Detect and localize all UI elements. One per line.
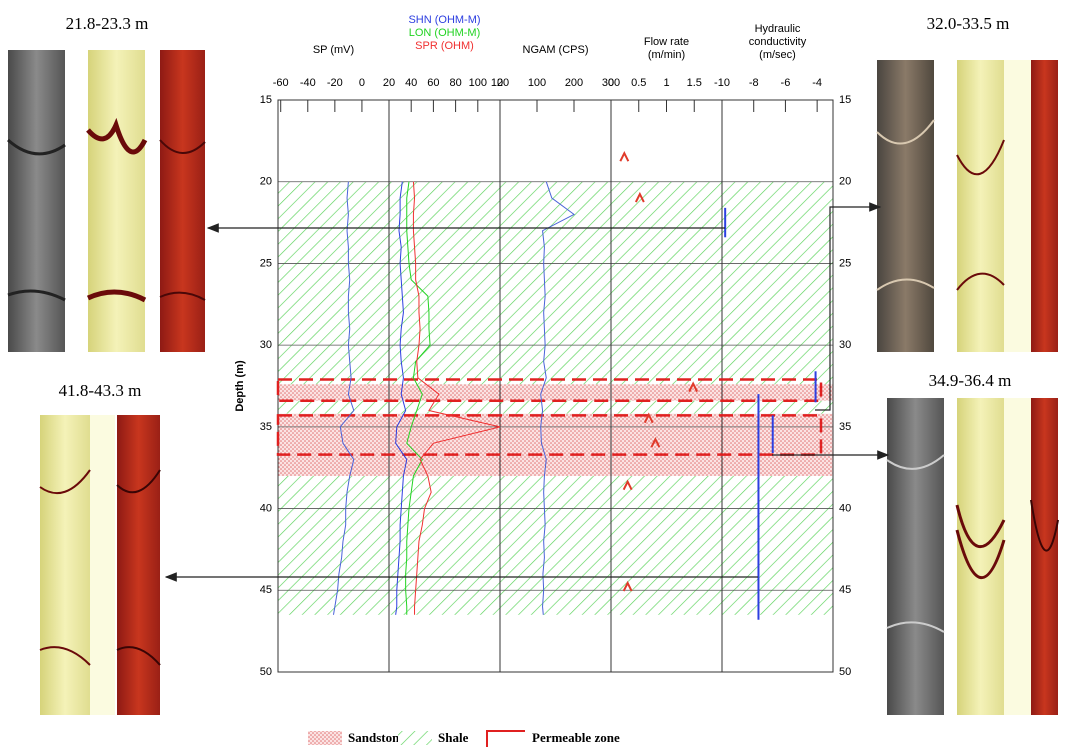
y-tick-label: 20 xyxy=(260,176,272,188)
flow-marker xyxy=(688,381,699,393)
x-tick-label: -40 xyxy=(300,77,316,89)
log-curve xyxy=(333,181,355,615)
x-tick-label: 1 xyxy=(663,77,669,89)
track-title: (m/min) xyxy=(648,49,685,61)
x-tick-label: 20 xyxy=(383,77,395,89)
log-plot: 15 15 20 20 25 25 30 30 35 35 40 40 45 45 50 50 Depth (m… xyxy=(234,14,851,678)
x-tick-label: 100 xyxy=(528,77,546,89)
y-tick-label: 35 xyxy=(839,421,851,433)
y-tick-label: 30 xyxy=(260,339,272,351)
track-title: NGAM (CPS) xyxy=(523,44,589,56)
y-tick-label: 15 xyxy=(260,94,272,106)
track-title: SP (mV) xyxy=(313,44,354,56)
y-tick-label: 35 xyxy=(260,421,272,433)
flow-marker xyxy=(634,191,645,203)
core-image-4 xyxy=(886,398,1059,715)
legend: Sandstone Shale Permeable zone xyxy=(308,730,620,747)
x-tick-label: -4 xyxy=(812,77,822,89)
y-tick-label: 50 xyxy=(260,666,272,678)
lithology-band xyxy=(278,413,833,476)
flow-marker xyxy=(619,150,630,162)
lithology-band xyxy=(278,400,833,414)
core-label: 21.8-23.3 m xyxy=(66,14,149,33)
x-tick-label: 0 xyxy=(359,77,365,89)
x-tick-label: 300 xyxy=(602,77,620,89)
y-tick-label: 25 xyxy=(839,257,851,269)
lithology-band xyxy=(278,475,833,615)
legend-label: LON (OHM-M) xyxy=(409,27,481,39)
flow-marker xyxy=(622,479,633,491)
track-title: Hydraulic xyxy=(755,23,801,35)
core-image-2 xyxy=(39,415,161,715)
core-image-1 xyxy=(7,50,206,352)
lithology-band xyxy=(278,384,833,401)
y-tick-label: 25 xyxy=(260,257,272,269)
x-tick-label: 0.5 xyxy=(631,77,646,89)
x-tick-label: 60 xyxy=(427,77,439,89)
core-image-3 xyxy=(876,60,1058,352)
y-tick-label: 30 xyxy=(839,339,851,351)
y-tick-label: 15 xyxy=(839,94,851,106)
core-label: 34.9-36.4 m xyxy=(929,371,1012,390)
y-tick-label: 20 xyxy=(839,176,851,188)
y-tick-label: 45 xyxy=(839,584,851,596)
lithology-band xyxy=(278,181,833,385)
x-tick-label: 1.5 xyxy=(687,77,702,89)
x-tick-label: 0 xyxy=(608,77,614,89)
x-tick-label: 120 xyxy=(491,77,509,89)
flow-marker xyxy=(650,436,661,448)
permeable-zone xyxy=(276,378,823,402)
legend-label: SPR (OHM) xyxy=(415,40,474,52)
x-tick-label: -6 xyxy=(781,77,791,89)
x-tick-label: -8 xyxy=(749,77,759,89)
track-title: (m/sec) xyxy=(759,49,796,61)
legend-label: Shale xyxy=(438,730,469,745)
flow-marker xyxy=(622,580,633,592)
y-tick-label: 40 xyxy=(260,502,272,514)
y-tick-label: 45 xyxy=(260,584,272,596)
core-label: 32.0-33.5 m xyxy=(927,14,1010,33)
legend-label: SHN (OHM-M) xyxy=(408,14,480,26)
log-curve xyxy=(395,181,408,615)
legend-label: Sandstone xyxy=(348,730,405,745)
log-curve xyxy=(412,181,501,615)
x-tick-label: 80 xyxy=(449,77,461,89)
x-tick-label: 0 xyxy=(497,77,503,89)
core-label: 41.8-43.3 m xyxy=(59,381,142,400)
flow-marker xyxy=(643,412,654,424)
log-curve xyxy=(540,181,575,615)
y-axis-label: Depth (m) xyxy=(234,360,246,412)
arrows xyxy=(164,202,890,582)
x-tick-label: -10 xyxy=(714,77,730,89)
permeable-zone xyxy=(276,414,823,456)
x-tick-label: 40 xyxy=(405,77,417,89)
log-curve xyxy=(405,181,431,615)
x-tick-label: -20 xyxy=(327,77,343,89)
y-tick-label: 40 xyxy=(839,502,851,514)
track-title: conductivity xyxy=(749,36,807,48)
x-tick-label: 200 xyxy=(565,77,583,89)
legend-label: Permeable zone xyxy=(532,730,620,745)
track-title: Flow rate xyxy=(644,36,689,48)
x-tick-label: -60 xyxy=(273,77,289,89)
x-tick-label: 100 xyxy=(469,77,487,89)
y-tick-label: 50 xyxy=(839,666,851,678)
